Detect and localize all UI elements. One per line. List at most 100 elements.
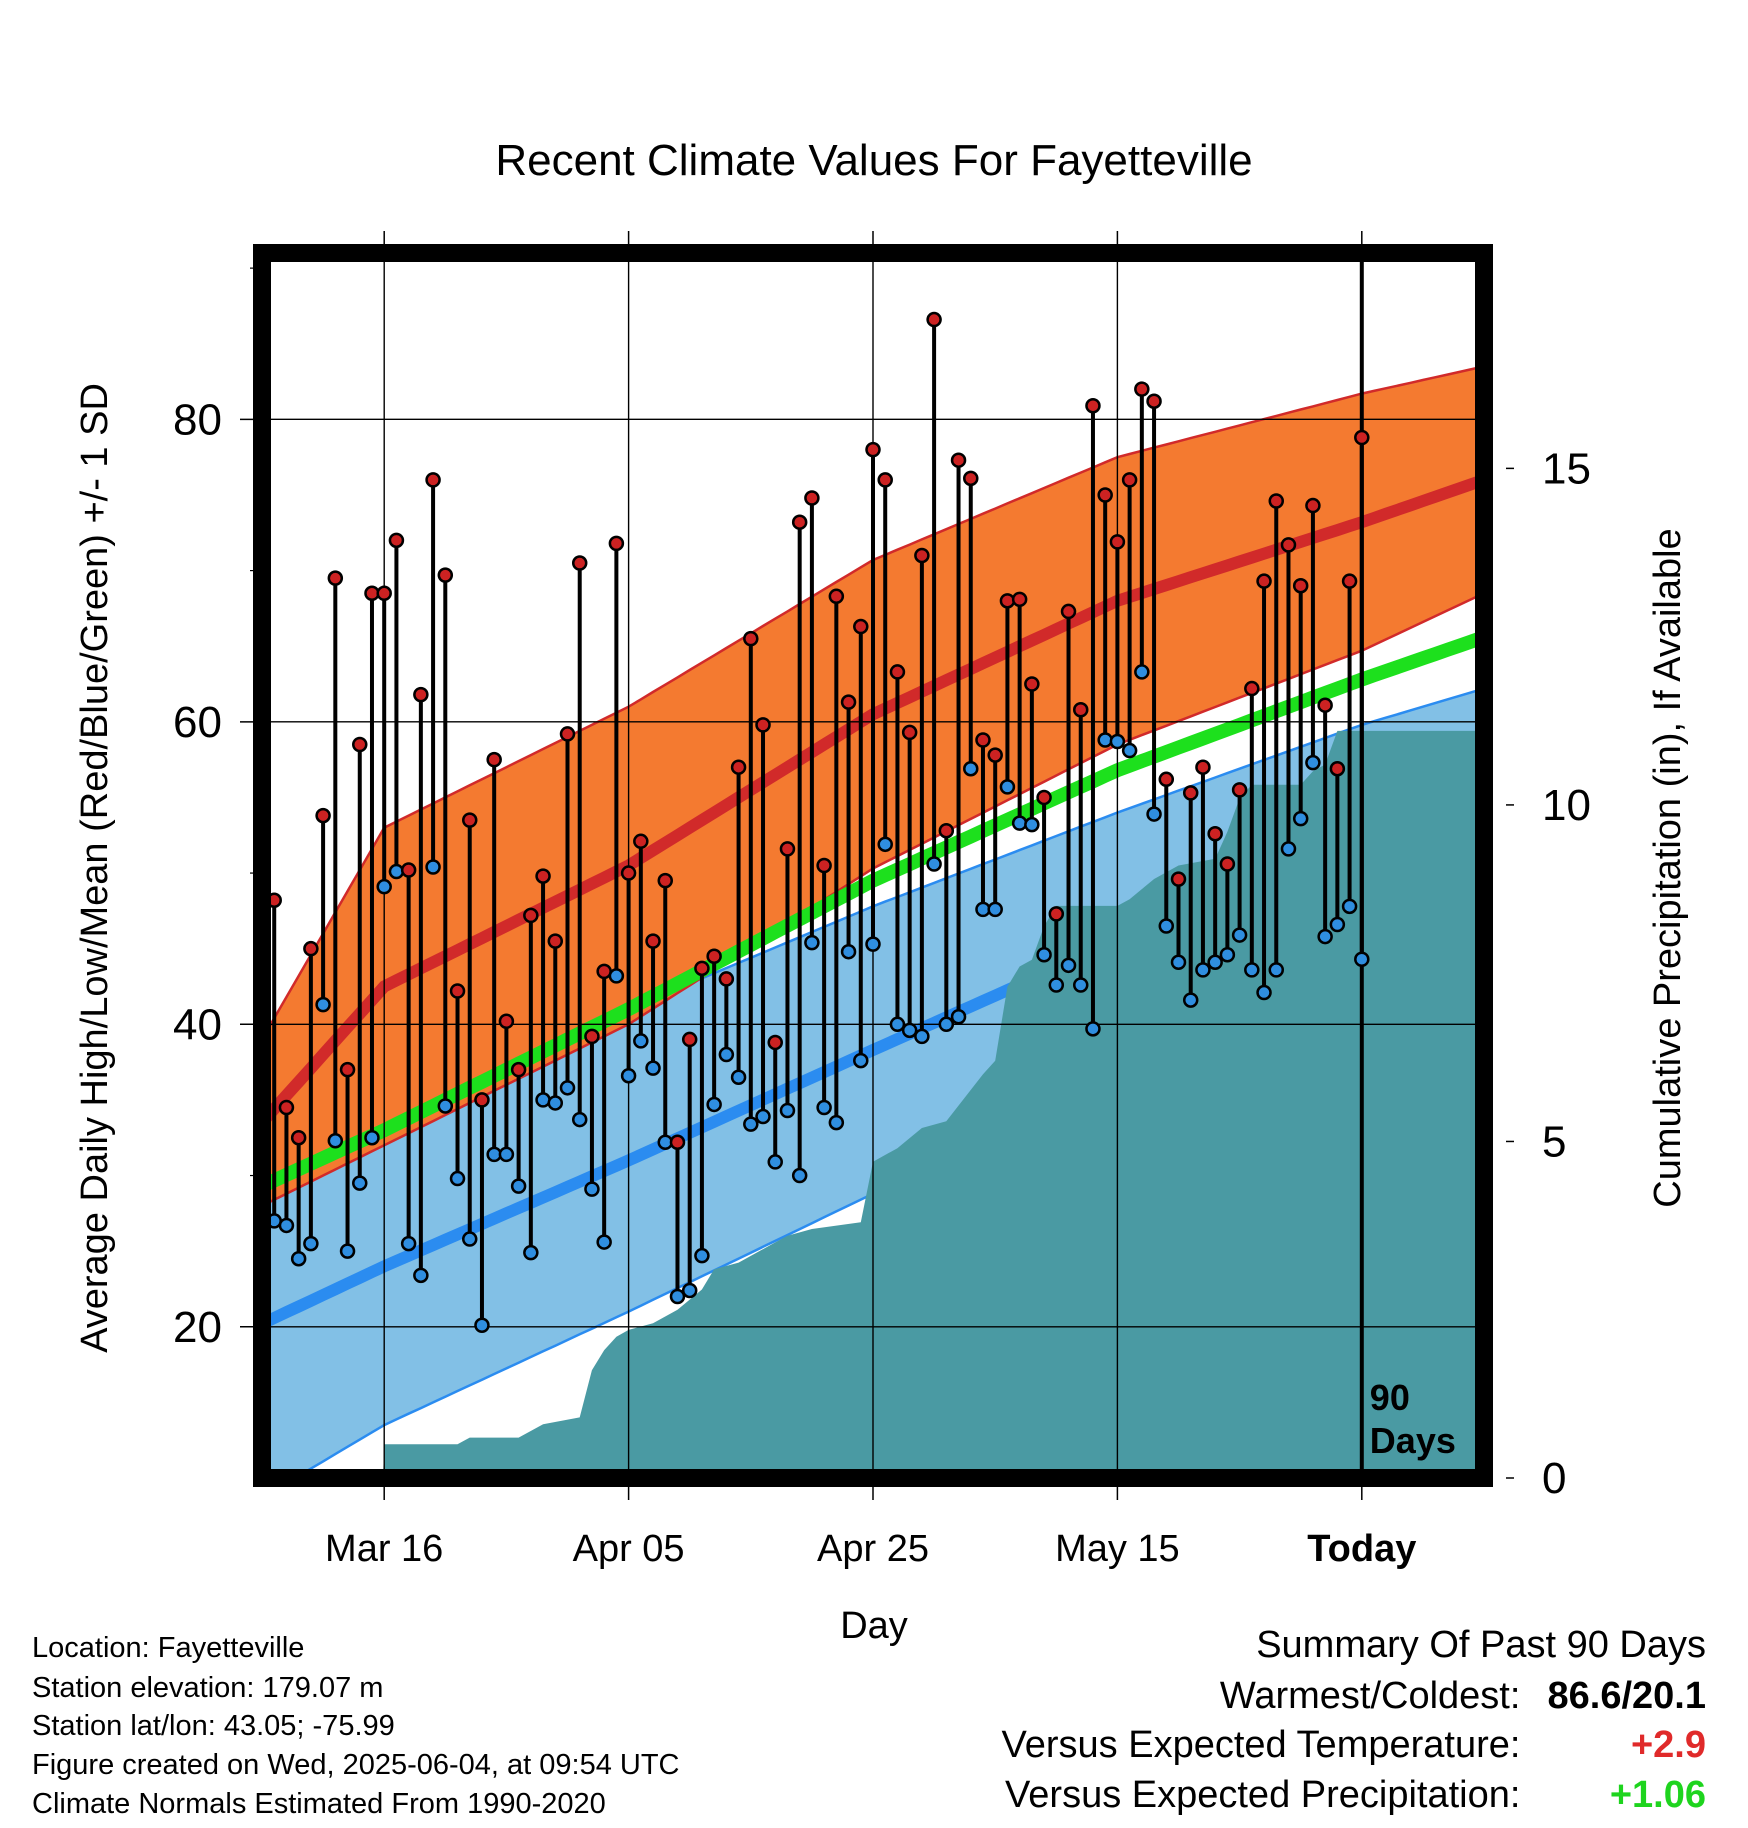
obs-high-point (791, 514, 808, 530)
y-tick-label: 60 (173, 698, 222, 747)
obs-high-point (938, 822, 955, 839)
obs-low-point (1121, 742, 1138, 759)
obs-high-point (645, 933, 661, 949)
obs-high-point (425, 472, 441, 488)
summary-precip-row: Versus Expected Precipitation: +1.06 (1005, 1776, 1706, 1814)
obs-low-point (1085, 1021, 1101, 1037)
obs-low-point (327, 1132, 344, 1149)
y2-axis-label: Cumulative Precipitation (in), If Availa… (1647, 528, 1689, 1207)
obs-high-point (1317, 697, 1333, 713)
obs-low-point (877, 836, 893, 853)
obs-high-point (1182, 785, 1199, 801)
obs-low-point (718, 1046, 735, 1063)
obs-high-point (669, 1134, 686, 1151)
obs-high-point (608, 535, 625, 552)
y-axis-label: Average Daily High/Low/Mean (Red/Blue/Gr… (74, 383, 116, 1353)
obs-high-point (975, 732, 991, 748)
y-tick-label: 20 (173, 1303, 222, 1352)
obs-low-point (950, 1008, 967, 1025)
obs-high-point (474, 1092, 490, 1108)
obs-low-point (1097, 732, 1113, 748)
obs-high-point (1085, 397, 1101, 414)
obs-high-point (278, 1099, 295, 1116)
obs-low-point (999, 779, 1016, 795)
obs-low-point (926, 856, 942, 872)
obs-high-point (437, 567, 454, 583)
obs-low-point (571, 1111, 588, 1128)
obs-high-point (400, 862, 417, 878)
obs-high-point (1170, 871, 1187, 887)
obs-high-point (926, 311, 942, 328)
info-elevation: Station elevation: 179.07 m (32, 1672, 384, 1704)
obs-low-point (584, 1181, 600, 1197)
summary-warmest-row: Warmest/Coldest: 86.6/20.1 (1220, 1677, 1706, 1715)
obs-low-point (498, 1146, 515, 1163)
obs-high-point (498, 1013, 515, 1030)
obs-high-point (584, 1028, 600, 1045)
obs-low-point (767, 1154, 783, 1170)
obs-low-point (1305, 754, 1321, 771)
obs-high-point (1134, 381, 1150, 397)
y2-tick-label: 15 (1542, 444, 1591, 493)
obs-high-point (877, 472, 893, 488)
obs-high-point (523, 907, 539, 924)
obs-high-point (914, 547, 930, 564)
obs-high-point (1158, 771, 1175, 788)
obs-high-point (889, 664, 906, 680)
obs-high-point (1060, 603, 1077, 620)
obs-low-point (1109, 733, 1126, 750)
obs-high-point (1268, 493, 1285, 509)
obs-high-point (388, 532, 405, 549)
obs-low-point (1231, 927, 1248, 943)
obs-high-point (547, 933, 564, 949)
obs-low-point (901, 1022, 918, 1039)
obs-high-point (657, 872, 674, 889)
x-tick-label: Apr 05 (573, 1528, 685, 1570)
obs-low-point (987, 901, 1003, 918)
obs-high-point (853, 618, 869, 635)
obs-low-point (743, 1116, 759, 1132)
obs-low-point (413, 1267, 429, 1284)
obs-low-point (596, 1234, 612, 1250)
obs-high-point (950, 452, 967, 468)
obs-high-point (620, 865, 637, 881)
obs-high-point (633, 833, 649, 850)
obs-low-point (645, 1060, 661, 1076)
obs-low-point (1146, 806, 1162, 822)
obs-high-point (1195, 759, 1211, 775)
obs-low-point (1317, 928, 1333, 945)
obs-high-point (1048, 906, 1065, 922)
obs-low-point (376, 878, 392, 895)
obs-high-point (963, 470, 979, 487)
obs-low-point (828, 1114, 845, 1131)
obs-high-point (1024, 676, 1040, 692)
summary-warmest-label: Warmest/Coldest: (1219, 1675, 1521, 1717)
obs-low-point (1268, 962, 1285, 978)
obs-high-point (1231, 782, 1248, 798)
obs-high-point (681, 1031, 698, 1048)
obs-high-point (999, 593, 1016, 609)
today-label-days: Days (1370, 1420, 1456, 1461)
obs-high-point (559, 726, 576, 742)
obs-high-point (1146, 393, 1162, 409)
obs-high-point (1280, 537, 1297, 553)
obs-low-point (1072, 977, 1089, 993)
obs-high-point (1011, 591, 1028, 608)
obs-low-point (1354, 951, 1370, 968)
obs-low-point (755, 1108, 771, 1125)
x-tick-label: Today (1307, 1528, 1416, 1570)
obs-low-point (791, 1167, 808, 1184)
y2-tick-label: 5 (1542, 1117, 1566, 1166)
info-created: Figure created on Wed, 2025-06-04, at 09… (32, 1749, 680, 1781)
obs-high-point (486, 751, 502, 768)
obs-high-point (840, 694, 857, 710)
obs-low-point (669, 1288, 686, 1305)
obs-high-point (510, 1061, 527, 1078)
obs-low-point (352, 1175, 368, 1191)
obs-high-point (449, 983, 466, 999)
obs-high-point (743, 630, 759, 647)
obs-high-point (303, 940, 319, 957)
x-tick-label: Apr 25 (817, 1528, 929, 1570)
obs-low-point (290, 1250, 307, 1267)
